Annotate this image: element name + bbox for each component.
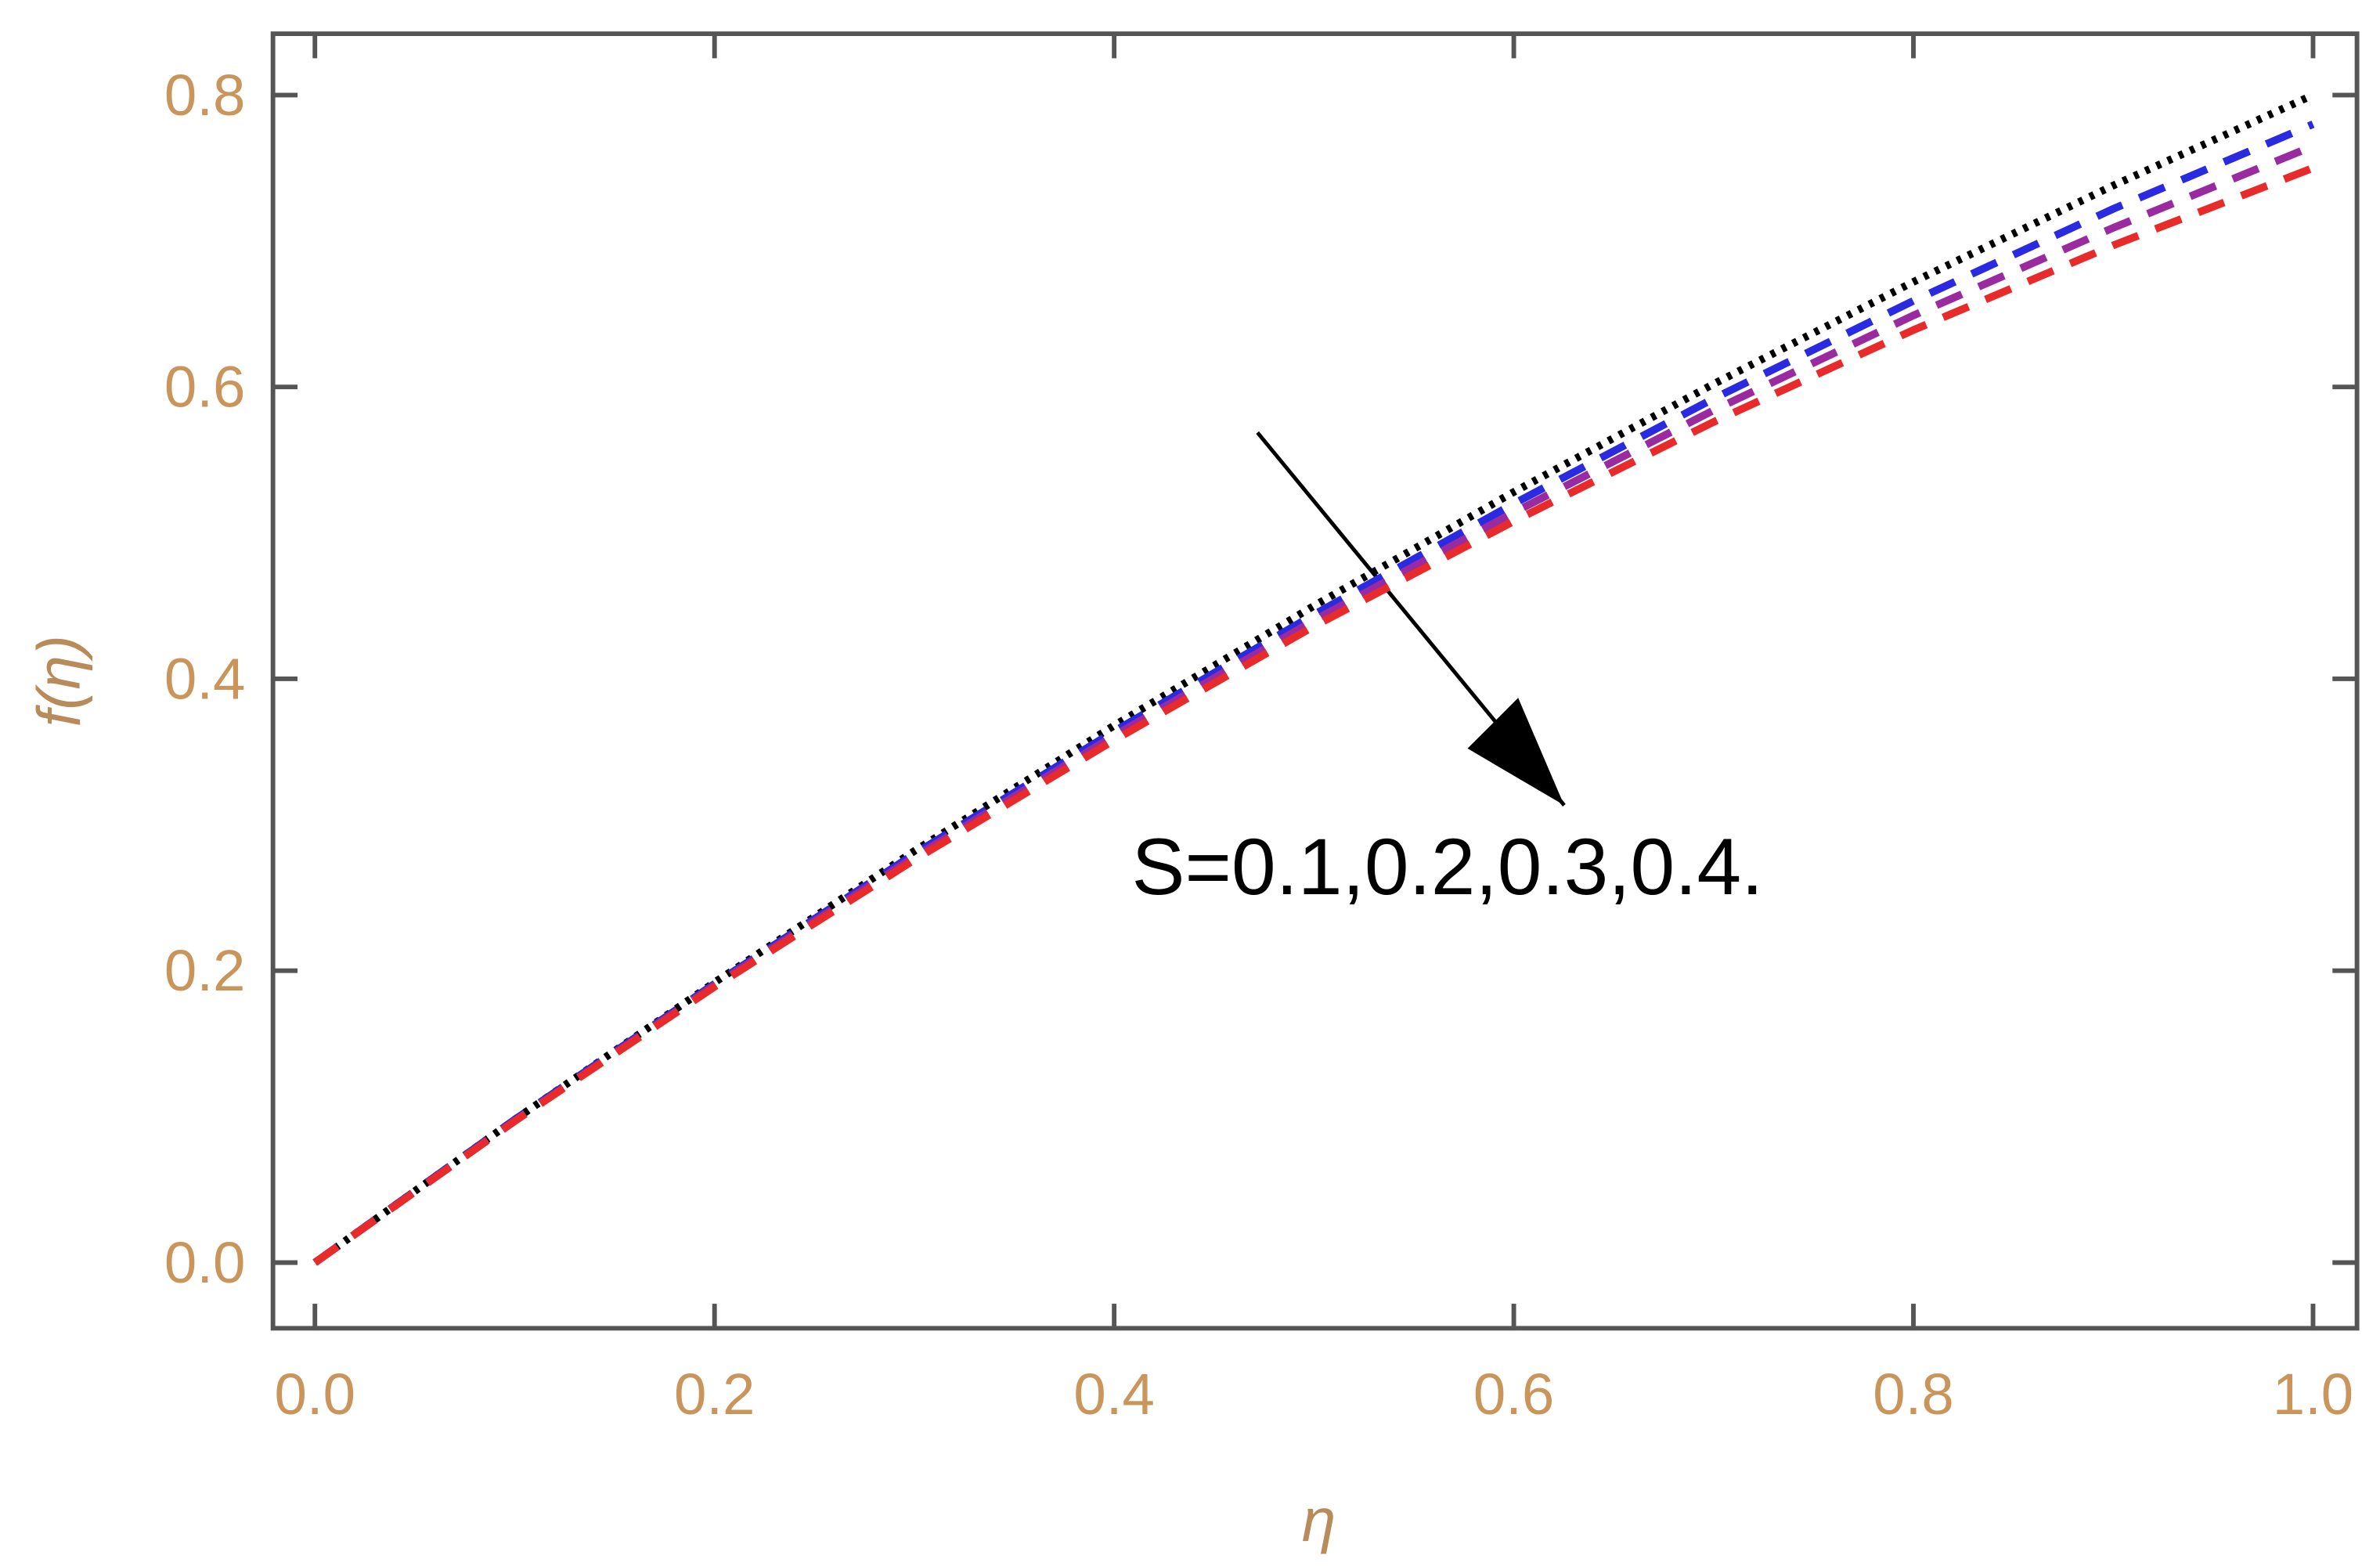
x-tick-label: 0.2	[674, 1362, 755, 1427]
x-axis-label: η	[1302, 1486, 1336, 1555]
y-tick-label: 0.2	[164, 938, 245, 1003]
arrow-head	[1467, 698, 1564, 806]
y-tick-label: 0.0	[164, 1230, 245, 1295]
y-axis-label: f(η)	[24, 635, 93, 727]
x-tick-label: 0.6	[1473, 1362, 1554, 1427]
series-line	[312, 143, 2315, 1266]
x-tick-label: 1.0	[2273, 1362, 2353, 1427]
x-tick-label: 0.8	[1873, 1362, 1953, 1427]
series-line	[312, 121, 2315, 1266]
series-line	[312, 91, 2315, 1266]
y-tick-label: 0.4	[164, 646, 245, 711]
x-tick-label: 0.0	[275, 1362, 355, 1427]
x-tick-label: 0.4	[1073, 1362, 1154, 1427]
y-tick-label: 0.6	[164, 355, 245, 420]
y-tick-label: 0.8	[164, 63, 245, 128]
plot-frame	[270, 31, 2360, 1331]
annotation: S=0.1,0.2,0.3,0.4.	[1132, 822, 1764, 911]
series-line	[312, 164, 2315, 1266]
